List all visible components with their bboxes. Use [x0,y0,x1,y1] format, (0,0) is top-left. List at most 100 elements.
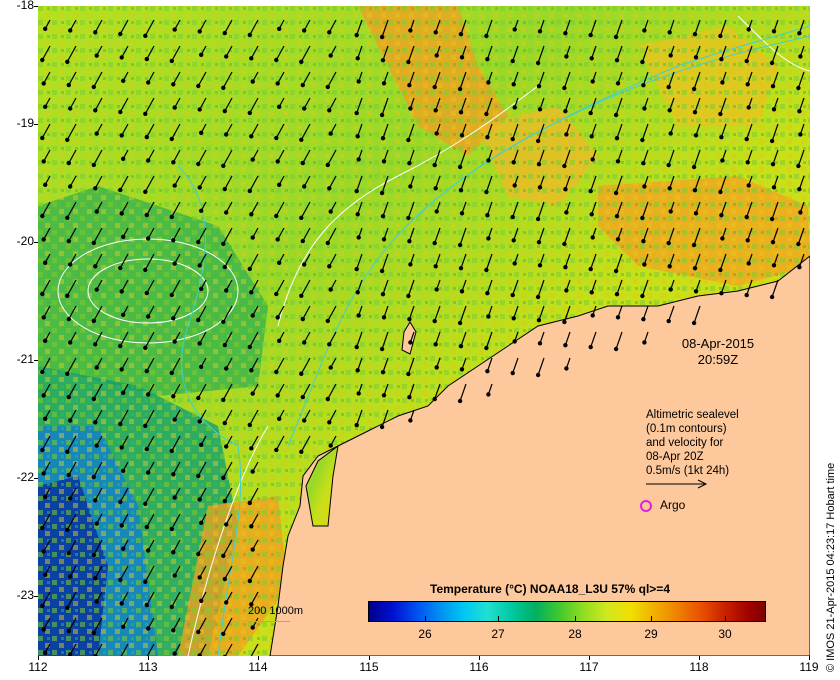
velocity-arrow-head [512,183,517,188]
velocity-arrow [66,591,77,609]
velocity-arrow [41,591,51,607]
velocity-arrow-head [744,292,749,298]
velocity-arrow-head [564,288,569,293]
velocity-arrow-head [562,163,567,169]
velocity-arrow-head [535,138,541,144]
velocity-arrow [408,71,415,86]
velocity-arrow-head [91,84,97,90]
velocity-arrow-head [458,344,464,349]
velocity-arrow-head [564,132,569,137]
velocity-arrow-head [744,136,749,142]
velocity-arrow-head [223,288,229,293]
velocity-arrow [222,149,233,167]
velocity-arrow-head [143,111,148,117]
velocity-arrow-head [275,237,280,242]
colorbar-tick-mark [651,616,652,621]
velocity-arrow-head [93,498,98,503]
velocity-arrow [434,227,441,244]
velocity-arrow [693,305,701,324]
velocity-arrow-head [691,164,697,170]
velocity-arrow [250,279,259,293]
velocity-arrow [460,331,467,347]
x-tick-mark [258,656,259,660]
y-tick-mark [34,478,38,479]
sst-map-canvas [38,6,810,656]
velocity-arrow-head [563,31,568,36]
velocity-arrow-head [379,112,385,118]
velocity-arrow [41,357,51,373]
velocity-arrow-head [250,391,255,396]
velocity-arrow-head [65,527,70,533]
sst-map[interactable] [38,6,810,656]
velocity-arrow [172,227,181,241]
velocity-arrow-head [327,342,332,347]
velocity-arrow [590,175,597,192]
velocity-arrow [300,201,311,219]
velocity-arrow [615,253,623,272]
velocity-arrow-head [143,267,148,272]
velocity-arrow [327,305,337,322]
velocity-arrow-head [535,60,541,66]
velocity-arrow-head [510,136,515,142]
velocity-arrow-head [94,443,99,448]
velocity-arrow-head [457,320,463,326]
velocity-arrow-head [196,317,201,323]
velocity-arrow-head [354,188,359,194]
velocity-arrow [222,617,233,635]
velocity-arrow-head [746,183,751,188]
velocity-arrow [66,123,77,141]
velocity-arrow-head [484,189,489,195]
velocity-arrow-head [484,33,489,39]
velocity-arrow-head [770,83,776,89]
velocity-arrow-head [276,416,282,421]
velocity-arrow-head [143,579,148,585]
argo-float-icon[interactable] [640,500,652,512]
x-tick-mark [479,656,480,660]
velocity-arrow-head [144,56,150,62]
velocity-arrow [224,175,233,190]
velocity-arrow-head [563,186,568,192]
velocity-scale-arrow-icon [646,479,708,489]
velocity-arrow-head [221,85,226,91]
velocity-arrow-head [719,134,724,140]
velocity-arrow [224,643,233,656]
velocity-arrow-head [355,56,360,61]
velocity-legend-line: 08-Apr 20Z [646,451,704,463]
velocity-arrow [328,409,337,423]
velocity-arrow [798,19,805,34]
velocity-arrow-head [381,237,387,242]
velocity-arrow [407,45,415,63]
velocity-arrow [146,45,155,60]
velocity-arrow-head [458,32,464,37]
velocity-arrow-head [356,235,361,240]
velocity-arrow [746,201,753,218]
velocity-arrow [66,45,77,63]
velocity-arrow [356,331,363,348]
velocity-arrow [537,45,545,64]
velocity-arrow [41,45,51,61]
velocity-arrow-head [355,212,360,217]
velocity-arrow-head [328,53,333,58]
velocity-arrow [719,253,727,271]
velocity-arrow-head [328,209,333,214]
x-tick-mark [809,656,810,660]
velocity-arrow [772,227,779,243]
velocity-arrow [275,279,285,295]
velocity-arrow [224,565,233,580]
velocity-arrow-head [407,317,412,322]
velocity-arrow [693,149,701,168]
velocity-arrow-head [66,160,71,166]
velocity-arrow-head [406,59,411,65]
velocity-arrow-head [93,30,98,35]
velocity-arrow-head [512,27,517,32]
velocity-arrow-head [119,133,124,138]
velocity-arrow-head [406,293,411,299]
velocity-arrow-head [590,235,595,240]
velocity-arrow-head [144,446,150,452]
velocity-arrow [302,305,311,320]
velocity-arrow [197,71,207,87]
velocity-arrow-head [41,627,46,632]
velocity-arrow-head [249,134,254,139]
velocity-arrow [459,149,467,168]
velocity-arrow-head [381,315,387,320]
